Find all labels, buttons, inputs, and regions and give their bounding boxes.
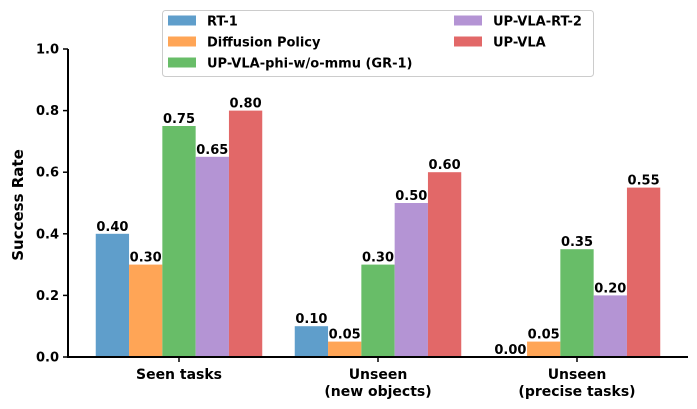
bar-diffusion-policy-0	[129, 264, 163, 357]
value-labels-group: 0.40 0.10 0.00 0.30 0.05 0.05 0.75 0.30 0.35 0.65…	[96, 97, 659, 358]
data-label: 0.40	[96, 220, 128, 235]
data-label: 0.35	[561, 235, 593, 250]
data-label: 0.10	[295, 312, 327, 327]
x-category-label: (precise tasks)	[518, 384, 635, 400]
y-tick-label: 0.4	[36, 227, 59, 242]
bar-diffusion-policy-1	[328, 341, 362, 357]
data-label: 0.20	[594, 281, 626, 296]
bars-group	[95, 110, 661, 357]
legend-swatch	[168, 36, 196, 47]
data-label: 0.00	[494, 343, 526, 358]
legend-label: UP-VLA-phi-w/o-mmu (GR-1)	[207, 57, 412, 72]
legend-label: UP-VLA	[493, 36, 546, 51]
bar-up-vla-phi-w-o-mmu-gr-1--0	[162, 126, 196, 357]
y-tick-label: 1.0	[36, 43, 59, 58]
legend-label: Diffusion Policy	[207, 36, 321, 51]
legend-label: UP-VLA-RT-2	[493, 15, 582, 30]
legend-swatch	[454, 36, 482, 47]
y-tick-label: 0.8	[36, 104, 59, 119]
legend-label: RT-1	[207, 15, 238, 30]
bar-rt-1-0	[95, 233, 130, 357]
data-label: 0.50	[395, 189, 427, 204]
bar-rt-1-1	[294, 326, 329, 357]
bar-up-vla-rt-2-2	[593, 295, 627, 357]
legend-swatch	[168, 15, 196, 26]
legend-frame	[162, 10, 594, 77]
data-label: 0.30	[130, 251, 162, 266]
y-axis-title: Success Rate	[9, 149, 27, 261]
data-label: 0.05	[528, 328, 560, 343]
data-label: 0.65	[196, 143, 228, 158]
y-tick-label: 0.2	[36, 289, 59, 304]
legend: RT-1 Diffusion Policy UP-VLA-phi-w/o-mmu (…	[162, 10, 594, 77]
y-tick-label: 0.6	[36, 166, 59, 181]
data-label: 0.30	[362, 251, 394, 266]
bar-up-vla-rt-2-0	[195, 156, 229, 357]
y-tick-label: 0.0	[36, 351, 59, 366]
legend-swatch	[168, 57, 196, 68]
data-label: 0.75	[163, 112, 195, 127]
data-label: 0.55	[628, 174, 660, 189]
bar-up-vla-1	[427, 172, 462, 357]
legend-swatch	[454, 15, 482, 26]
bar-up-vla-0	[228, 110, 263, 357]
bar-up-vla-phi-w-o-mmu-gr-1--2	[560, 249, 594, 357]
data-label: 0.05	[329, 328, 361, 343]
x-category-label: Seen tasks	[136, 367, 222, 383]
bar-up-vla-phi-w-o-mmu-gr-1--1	[361, 264, 395, 357]
data-label: 0.80	[230, 97, 262, 112]
bar-diffusion-policy-2	[527, 341, 561, 357]
bar-up-vla-2	[626, 187, 661, 357]
data-label: 0.60	[429, 158, 461, 173]
x-category-label: Unseen	[548, 367, 607, 383]
x-category-label: Unseen	[349, 367, 408, 383]
bar-up-vla-rt-2-1	[394, 203, 428, 357]
x-category-label: (new objects)	[324, 384, 431, 400]
